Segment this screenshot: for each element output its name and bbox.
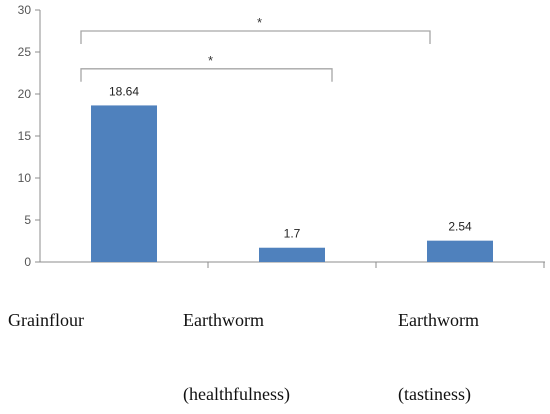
significance-star: *	[257, 15, 262, 30]
category-label-earthworm-healthfulness-line2: (healthfulness)	[183, 384, 290, 404]
y-tick-label: 25	[18, 45, 32, 59]
y-tick-label: 15	[18, 129, 32, 143]
y-tick-label: 10	[18, 171, 32, 185]
y-tick-label: 0	[24, 255, 31, 269]
bar	[427, 240, 493, 262]
bar-chart: 0 5 10 15 20 25 30 18.64 1.7 2.54 * *	[18, 3, 545, 269]
bar-data-label: 18.64	[109, 84, 139, 98]
category-label-earthworm-tastiness-line1: Earthworm	[398, 310, 479, 330]
y-tick-label: 20	[18, 87, 32, 101]
bar-data-label: 2.54	[448, 220, 472, 234]
bar	[91, 105, 157, 262]
category-label-earthworm-tastiness-line2: (tastiness)	[398, 384, 471, 404]
significance-bracket	[80, 30, 431, 44]
bar-data-label: 1.7	[284, 227, 301, 241]
category-label-grainflour-line1: Grainflour	[8, 310, 84, 330]
significance-bracket	[80, 68, 333, 82]
significance-star: *	[208, 53, 213, 68]
y-tick-label: 30	[18, 3, 32, 17]
bar	[259, 247, 325, 262]
category-label-earthworm-healthfulness-line1: Earthworm	[183, 310, 264, 330]
y-tick-label: 5	[24, 213, 31, 227]
